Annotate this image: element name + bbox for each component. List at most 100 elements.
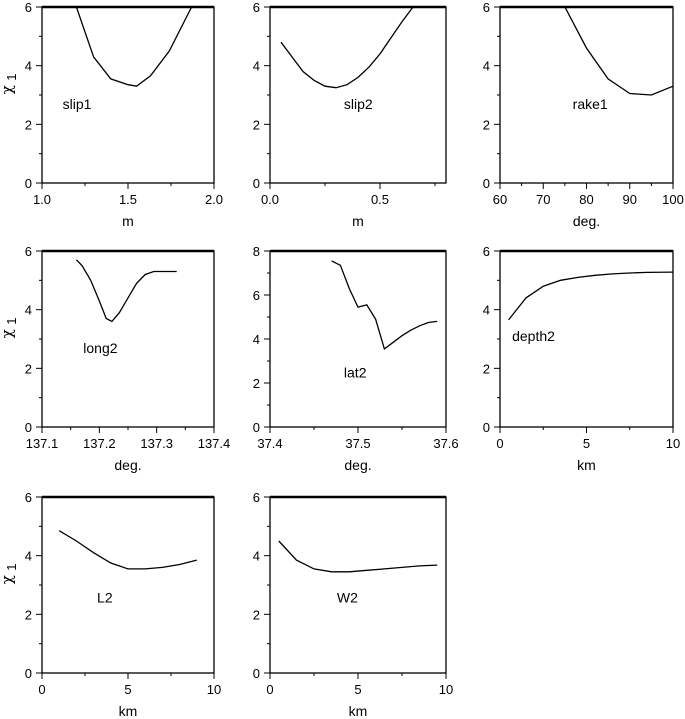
series-line-long2: [75, 259, 177, 323]
panel-lat2: 37.4 37.5 37.6 0 2 4 6 8 deg. lat2: [253, 244, 459, 473]
series-line-lat2: [331, 260, 438, 350]
y-tick-label: 2: [25, 607, 32, 622]
panel-slip1: 1.01.52.00246mχ1slip1: [0, 0, 223, 229]
y-tick-label: 2: [253, 117, 260, 132]
x-tick-label: 0: [496, 436, 503, 451]
x-tick-label: 37.4: [257, 436, 282, 451]
x-axis-title: deg.: [344, 457, 371, 473]
y-tick-label: 2: [253, 376, 260, 391]
panel-label-slip1: slip1: [63, 96, 92, 112]
y-axis-label: χ: [0, 575, 16, 584]
plot-frame: [41, 6, 215, 184]
y-axis-label: χ: [0, 329, 16, 338]
series-line-slip2: [280, 7, 414, 89]
plot-frame: [269, 496, 447, 674]
panel-W2: 0 5 10 0 2 4 6 km W2: [253, 490, 453, 719]
x-tick-label: 100: [662, 192, 684, 207]
y-tick-label: 4: [25, 303, 32, 318]
y-tick-label: 8: [253, 244, 260, 259]
y-tick-label: 2: [483, 117, 490, 132]
x-tick-label: 1.0: [33, 192, 51, 207]
panel-label-slip2: slip2: [344, 96, 373, 112]
x-tick-label: 80: [579, 192, 593, 207]
x-tick-label: 90: [623, 192, 637, 207]
x-tick-label: 37.5: [345, 436, 370, 451]
series-line-rake1: [564, 7, 673, 96]
x-tick-label: 10: [439, 682, 453, 697]
y-tick-label: 2: [253, 607, 260, 622]
x-tick-label: 5: [354, 682, 361, 697]
y-tick-label: 4: [483, 59, 490, 74]
series-line-W2: [278, 540, 438, 573]
y-axis-symbol: χ1: [0, 317, 19, 338]
x-tick-label: 137.3: [140, 436, 173, 451]
y-axis-symbol: χ1: [0, 73, 19, 94]
x-axis-title: km: [119, 703, 138, 719]
panel-label-lat2: lat2: [344, 365, 367, 381]
y-tick-label: 6: [483, 244, 490, 259]
y-tick-label: 0: [253, 176, 260, 191]
y-tick-label: 4: [483, 303, 490, 318]
x-tick-label: 137.4: [198, 436, 231, 451]
x-axis-title: m: [122, 213, 134, 229]
x-tick-label: 0.5: [371, 192, 389, 207]
x-tick-label: 5: [124, 682, 131, 697]
y-tick-label: 6: [25, 244, 32, 259]
x-tick-label: 37.6: [433, 436, 458, 451]
x-axis-title: deg.: [114, 457, 141, 473]
x-axis-title: deg.: [573, 213, 600, 229]
y-tick-label: 0: [483, 420, 490, 435]
y-tick-label: 4: [253, 549, 260, 564]
y-axis-label: χ: [0, 85, 16, 94]
y-tick-label: 6: [25, 0, 32, 15]
y-tick-label: 2: [25, 117, 32, 132]
y-tick-label: 0: [253, 420, 260, 435]
x-tick-label: 137.2: [83, 436, 116, 451]
panel-slip2: 0.0 0.5 0 2 4 6 m slip2: [253, 0, 447, 229]
x-tick-label: 10: [207, 682, 221, 697]
panel-label-depth2: depth2: [512, 328, 555, 344]
y-tick-label: 6: [483, 0, 490, 15]
x-axis-title: km: [577, 457, 596, 473]
series-line-slip1: [75, 7, 193, 87]
x-tick-label: 60: [493, 192, 507, 207]
y-tick-label: 0: [25, 420, 32, 435]
y-tick-label: 4: [25, 59, 32, 74]
y-tick-label: 0: [25, 666, 32, 681]
y-tick-label: 0: [253, 666, 260, 681]
x-axis-title: km: [349, 703, 368, 719]
panel-label-W2: W2: [337, 590, 358, 606]
x-tick-label: 1.5: [119, 192, 137, 207]
y-tick-label: 6: [25, 490, 32, 505]
y-tick-label: 4: [25, 549, 32, 564]
y-axis-subscript: 1: [4, 317, 19, 324]
x-tick-label: 0: [266, 682, 273, 697]
y-axis-symbol: χ1: [0, 563, 19, 584]
series-line-L2: [58, 530, 197, 570]
y-tick-label: 2: [25, 361, 32, 376]
x-tick-label: 0.0: [261, 192, 279, 207]
y-tick-label: 4: [253, 332, 260, 347]
y-tick-label: 4: [253, 59, 260, 74]
x-tick-label: 10: [666, 436, 680, 451]
y-tick-label: 6: [253, 288, 260, 303]
panel-label-L2: L2: [97, 590, 113, 606]
x-tick-label: 70: [536, 192, 550, 207]
panel-depth2: 0 5 10 0 2 4 6 km depth2: [483, 244, 680, 473]
panel-rake1: 60 70 80 90 100 0 2 4 6 deg. rake1: [483, 0, 684, 229]
y-axis-subscript: 1: [4, 563, 19, 570]
y-axis-subscript: 1: [4, 73, 19, 80]
y-tick-label: 0: [483, 176, 490, 191]
plot-frame: [41, 250, 215, 428]
x-axis-title: m: [352, 213, 364, 229]
y-tick-label: 6: [253, 0, 260, 15]
y-tick-label: 0: [25, 176, 32, 191]
panel-label-rake1: rake1: [573, 96, 608, 112]
plot-frame: [269, 250, 447, 428]
panel-L2: 05100246kmχ1L2: [0, 490, 221, 719]
x-tick-label: 137.1: [26, 436, 59, 451]
y-tick-label: 6: [253, 490, 260, 505]
